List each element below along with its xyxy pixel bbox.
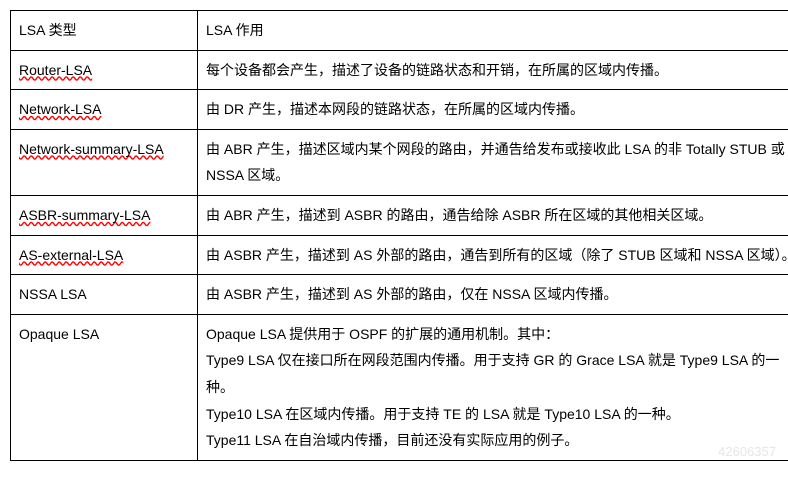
table-row: ASBR-summary-LSA 由 ABR 产生，描述到 ASBR 的路由，通… [11,195,788,235]
table-row: Router-LSA 每个设备都会产生，描述了设备的链路状态和开销，在所属的区域… [11,50,788,90]
lsa-type-cell: Network-summary-LSA [11,129,198,195]
table-row: Opaque LSA Opaque LSA 提供用于 OSPF 的扩展的通用机制… [11,314,788,460]
desc-line: Opaque LSA 提供用于 OSPF 的扩展的通用机制。其中： [206,321,788,348]
lsa-type-text: Router-LSA [19,62,92,78]
table-row: Network-summary-LSA 由 ABR 产生，描述区域内某个网段的路… [11,129,788,195]
desc-line: Type10 LSA 在区域内传播。用于支持 TE 的 LSA 就是 Type1… [206,401,788,428]
lsa-type-cell: Network-LSA [11,90,198,130]
header-type: LSA 类型 [11,11,198,51]
lsa-desc-cell: 由 ASBR 产生，描述到 AS 外部的路由，通告到所有的区域（除了 STUB … [198,235,788,275]
lsa-type-text: Network-LSA [19,101,101,117]
lsa-type-text: Opaque LSA [19,326,99,342]
lsa-desc-cell: 每个设备都会产生，描述了设备的链路状态和开销，在所属的区域内传播。 [198,50,788,90]
desc-line: Type11 LSA 在自治域内传播，目前还没有实际应用的例子。 [206,427,788,454]
lsa-type-cell: Router-LSA [11,50,198,90]
lsa-desc-cell: 由 ABR 产生，描述区域内某个网段的路由，并通告给发布或接收此 LSA 的非 … [198,129,788,195]
header-desc: LSA 作用 [198,11,788,51]
lsa-desc-cell: 由 DR 产生，描述本网段的链路状态，在所属的区域内传播。 [198,90,788,130]
lsa-type-cell: ASBR-summary-LSA [11,195,198,235]
table-header-row: LSA 类型 LSA 作用 [11,11,788,51]
lsa-type-cell: AS-external-LSA [11,235,198,275]
lsa-type-cell: NSSA LSA [11,275,198,315]
table-row: AS-external-LSA 由 ASBR 产生，描述到 AS 外部的路由，通… [11,235,788,275]
table-row: Network-LSA 由 DR 产生，描述本网段的链路状态，在所属的区域内传播… [11,90,788,130]
table-row: NSSA LSA 由 ASBR 产生，描述到 AS 外部的路由，仅在 NSSA … [11,275,788,315]
lsa-type-text: AS-external-LSA [19,247,123,263]
lsa-type-text: ASBR-summary-LSA [19,207,150,223]
lsa-type-text: Network-summary-LSA [19,141,164,157]
lsa-desc-cell: 由 ASBR 产生，描述到 AS 外部的路由，仅在 NSSA 区域内传播。 [198,275,788,315]
lsa-table: LSA 类型 LSA 作用 Router-LSA 每个设备都会产生，描述了设备的… [10,10,788,461]
lsa-desc-cell: Opaque LSA 提供用于 OSPF 的扩展的通用机制。其中： Type9 … [198,314,788,460]
lsa-type-text: NSSA LSA [19,286,87,302]
lsa-desc-cell: 由 ABR 产生，描述到 ASBR 的路由，通告给除 ASBR 所在区域的其他相… [198,195,788,235]
lsa-type-cell: Opaque LSA [11,314,198,460]
desc-line: Type9 LSA 仅在接口所在网段范围内传播。用于支持 GR 的 Grace … [206,347,788,400]
